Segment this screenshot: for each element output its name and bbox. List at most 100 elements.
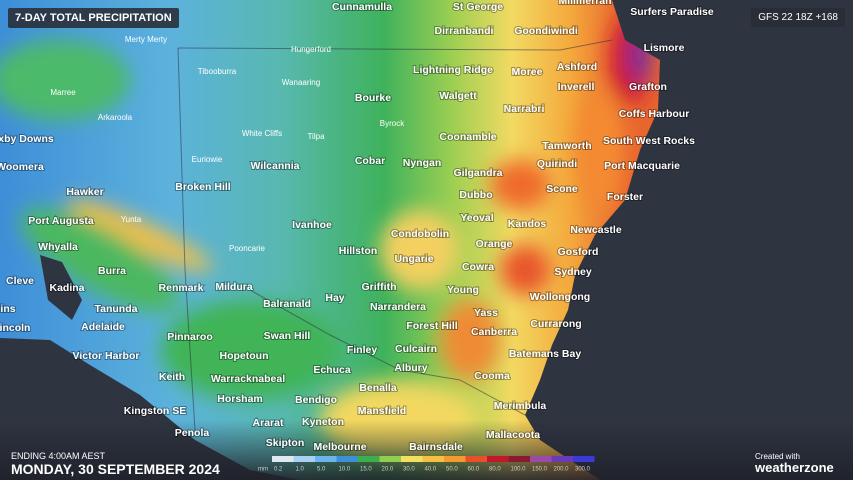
place-label: Condobolin: [391, 228, 449, 240]
place-labels: Cunnamulla St George Millmerran Surfers Par…: [0, 0, 715, 454]
place-label: Cobar: [355, 155, 385, 167]
place-label: Forster: [607, 191, 643, 203]
place-label: Woomera: [0, 161, 44, 173]
place-label: Gosford: [558, 246, 599, 258]
place-label: Ungarie: [394, 253, 433, 265]
place-label: Mallacoota: [486, 429, 540, 441]
place-label: Echuca: [313, 364, 351, 376]
place-label: Culcairn: [395, 343, 437, 355]
legend-swatch: [487, 456, 509, 462]
legend-label: 200.0: [554, 467, 570, 473]
place-label: Moree: [512, 66, 543, 78]
place-label: Penola: [175, 427, 210, 439]
forecast-date: MONDAY, 30 SEPTEMBER 2024: [11, 461, 220, 477]
legend-swatch: [530, 456, 552, 462]
small-place-label: Hungerford: [291, 45, 331, 54]
place-label: Swan Hill: [264, 330, 311, 342]
place-label: Yeoval: [460, 212, 493, 224]
place-label: Kadina: [49, 282, 84, 294]
place-label: Forest Hill: [406, 320, 457, 332]
place-label: Skipton: [266, 437, 305, 449]
place-label: Young: [447, 284, 479, 296]
place-label: Wilcannia: [251, 160, 300, 172]
place-label: Victor Harbor: [73, 350, 140, 362]
legend-unit: mm: [258, 467, 268, 473]
place-label: Nyngan: [403, 157, 442, 169]
place-label: Mansfield: [358, 405, 406, 417]
place-label: incoln: [0, 322, 30, 334]
place-label: Sydney: [554, 266, 592, 278]
place-label: South West Rocks: [603, 135, 695, 147]
place-label: Wollongong: [530, 291, 590, 303]
place-label: Kyneton: [302, 416, 344, 428]
legend-swatch: [379, 456, 401, 462]
place-label: Mildura: [215, 281, 252, 293]
place-label: Canberra: [471, 326, 517, 338]
place-label: Coonamble: [439, 131, 496, 143]
legend-swatch: [336, 456, 358, 462]
place-label: Balranald: [263, 298, 311, 310]
place-label: Horsham: [217, 393, 263, 405]
place-label: Ivanhoe: [292, 219, 332, 231]
small-place-label: Arkaroola: [98, 113, 133, 122]
legend-label: 5.0: [317, 467, 326, 473]
place-label: Griffith: [362, 281, 397, 293]
place-label: Walgett: [439, 90, 477, 102]
place-label: St George: [453, 1, 503, 13]
place-label: Merimbula: [494, 400, 547, 412]
legend-label: 60.0: [468, 467, 480, 473]
ending-time: ENDING 4:00AM AEST: [11, 451, 106, 461]
place-label: Benalla: [359, 382, 397, 394]
small-place-label: Wanaaring: [282, 78, 320, 87]
legend-swatch: [358, 456, 380, 462]
place-label: Kingston SE: [124, 405, 186, 417]
legend-swatch: [272, 456, 294, 462]
place-label: Port Macquarie: [604, 160, 680, 172]
place-label: Orange: [476, 238, 513, 250]
legend-label: 40.0: [425, 467, 437, 473]
legend-label: 30.0: [403, 467, 415, 473]
small-place-label: Yunta: [121, 215, 142, 224]
place-label: Cunnamulla: [332, 1, 392, 13]
legend-label: 150.0: [532, 467, 548, 473]
place-label: Lightning Ridge: [413, 64, 493, 76]
place-label: Surfers Paradise: [630, 6, 714, 18]
place-label: Albury: [394, 362, 427, 374]
legend-swatch: [401, 456, 423, 462]
place-label: Inverell: [558, 81, 595, 93]
place-label: Keith: [159, 371, 185, 383]
place-label: Cowra: [462, 261, 494, 273]
borders: [177, 39, 613, 431]
place-label: Broken Hill: [175, 181, 231, 193]
place-label: Kandos: [508, 218, 547, 230]
place-label: Narrandera: [370, 301, 426, 313]
place-label: Batemans Bay: [509, 348, 582, 360]
place-label: Yass: [474, 307, 498, 319]
legend-swatch: [422, 456, 444, 462]
place-label: Lismore: [644, 42, 685, 54]
place-label: Renmark: [159, 282, 204, 294]
small-place-label: Pooncarie: [229, 244, 266, 253]
legend-label: 10.0: [339, 467, 351, 473]
place-label: Warracknabeal: [211, 373, 285, 385]
legend-label: 100.0: [511, 467, 527, 473]
legend: mm 0.2 1.0 5.0 10.0 15.0 20.0 30.0 40.0 50.0 60.0…: [258, 456, 595, 473]
map-title: 7-DAY TOTAL PRECIPITATION: [8, 8, 179, 28]
place-label: Port Augusta: [28, 215, 94, 227]
legend-label: 80.0: [489, 467, 501, 473]
place-label: Hillston: [339, 245, 378, 257]
place-label: Melbourne: [313, 441, 366, 453]
place-label: Gilgandra: [453, 167, 502, 179]
small-place-label: Euriowie: [192, 155, 223, 164]
legend-swatch: [508, 456, 530, 462]
place-label: Tanunda: [95, 303, 138, 315]
legend-label: 0.2: [274, 467, 283, 473]
place-label: Ashford: [557, 61, 597, 73]
place-label: Ararat: [253, 417, 284, 429]
legend-swatch: [551, 456, 573, 462]
legend-label: 50.0: [446, 467, 458, 473]
place-label: Hawker: [66, 186, 103, 198]
place-label: Quirindi: [537, 158, 577, 170]
place-label: Dubbo: [459, 189, 492, 201]
